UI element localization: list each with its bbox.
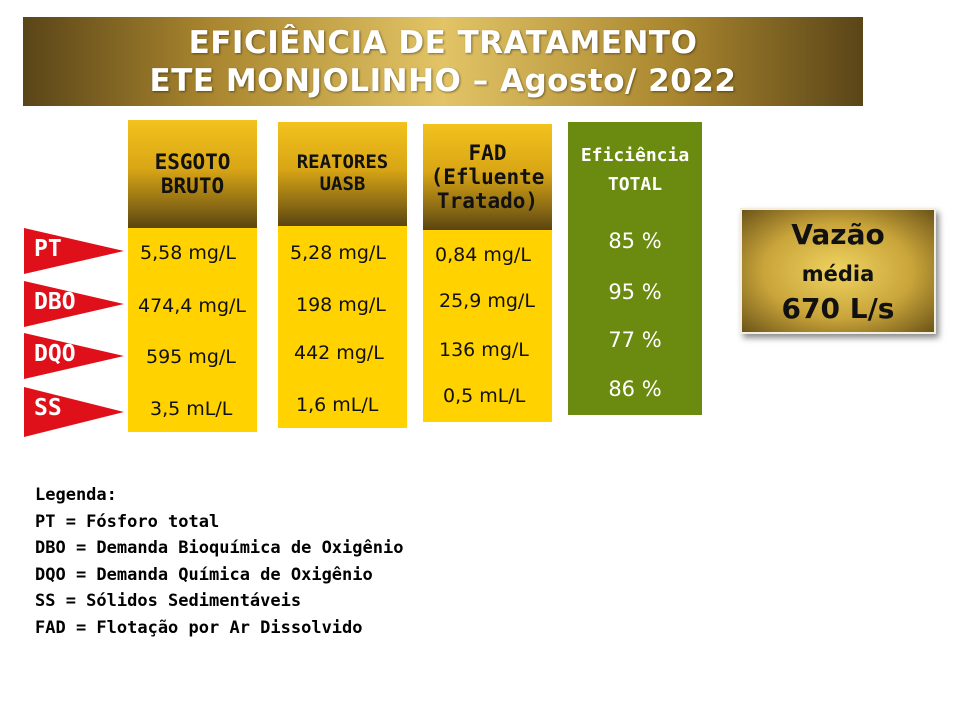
column-header-line: TOTAL	[607, 173, 663, 195]
parameter-label: SS	[34, 395, 62, 421]
flow-rate-subtitle: média	[801, 262, 875, 286]
flow-rate-box: Vazão média 670 L/s	[740, 208, 936, 334]
column-eficiencia-total: Eficiência TOTAL 85 % 95 % 77 % 86 %	[568, 122, 702, 415]
flow-rate-title: Vazão	[791, 218, 885, 251]
parameter-flag-dqo: DQO	[24, 333, 124, 379]
legend-heading: Legenda:	[35, 485, 117, 505]
value-cell: 442 mg/L	[294, 342, 384, 364]
title-line-2: ETE MONJOLINHO – Agosto/ 2022	[149, 63, 737, 99]
value-cell: 25,9 mg/L	[439, 290, 535, 312]
column-header-line: ESGOTO	[154, 149, 231, 174]
legend-item: SS = Sólidos Sedimentáveis	[35, 591, 302, 611]
column-header-line: BRUTO	[160, 174, 225, 198]
column-header-line: Eficiência	[580, 145, 690, 166]
value-cell: 0,84 mg/L	[435, 244, 531, 266]
legend-item: PT = Fósforo total	[35, 511, 220, 532]
column-header-eficiencia-total: Eficiência TOTAL	[568, 142, 702, 200]
efficiency-value: 95 %	[608, 280, 662, 304]
parameter-label: DBO	[34, 289, 76, 315]
parameter-flag-ss: SS	[24, 387, 124, 437]
value-cell: 5,58 mg/L	[140, 242, 236, 264]
column-values-reatores-uasb: 5,28 mg/L 198 mg/L 442 mg/L 1,6 mL/L	[278, 226, 407, 428]
column-header-line: REATORES	[296, 151, 389, 174]
value-cell: 595 mg/L	[146, 346, 236, 368]
parameter-flag-pt: PT	[24, 228, 124, 274]
value-cell: 1,6 mL/L	[296, 394, 379, 416]
value-cell: 5,28 mg/L	[290, 242, 386, 264]
legend: Legenda: PT = Fósforo total DBO = Demand…	[35, 482, 403, 641]
legend-item: FAD = Flotação por Ar Dissolvido	[35, 617, 363, 638]
parameter-flag-dbo: DBO	[24, 281, 124, 327]
legend-item: DBO = Demanda Bioquímica de Oxigênio	[35, 538, 404, 558]
parameter-label: DQO	[34, 341, 76, 367]
value-cell: 474,4 mg/L	[138, 295, 246, 317]
efficiency-value: 77 %	[608, 328, 662, 352]
value-cell: 3,5 mL/L	[150, 398, 233, 420]
efficiency-value: 86 %	[608, 377, 662, 401]
flow-rate-value: 670 L/s	[781, 292, 895, 325]
value-cell: 0,5 mL/L	[443, 385, 526, 407]
value-cell: 198 mg/L	[296, 294, 386, 316]
value-cell: 136 mg/L	[439, 339, 529, 361]
column-header-line: UASB	[319, 173, 366, 195]
column-values-esgoto-bruto: 5,58 mg/L 474,4 mg/L 595 mg/L 3,5 mL/L	[128, 228, 257, 432]
column-header-line: FAD	[468, 140, 507, 165]
column-header-line: (Efluente	[430, 164, 545, 189]
column-values-fad: 0,84 mg/L 25,9 mg/L 136 mg/L 0,5 mL/L	[423, 230, 552, 422]
efficiency-value: 85 %	[608, 229, 662, 253]
legend-item: DQO = Demanda Química de Oxigênio	[35, 564, 373, 585]
title-banner: EFICIÊNCIA DE TRATAMENTO ETE MONJOLINHO …	[23, 17, 863, 106]
column-header-fad: FAD (Efluente Tratado)	[423, 124, 552, 230]
column-header-line: Tratado)	[436, 189, 539, 214]
title-line-1: EFICIÊNCIA DE TRATAMENTO	[188, 25, 698, 61]
column-header-reatores-uasb: REATORES UASB	[278, 122, 407, 226]
parameter-label: PT	[34, 236, 62, 262]
column-header-esgoto-bruto: ESGOTO BRUTO	[128, 120, 257, 228]
